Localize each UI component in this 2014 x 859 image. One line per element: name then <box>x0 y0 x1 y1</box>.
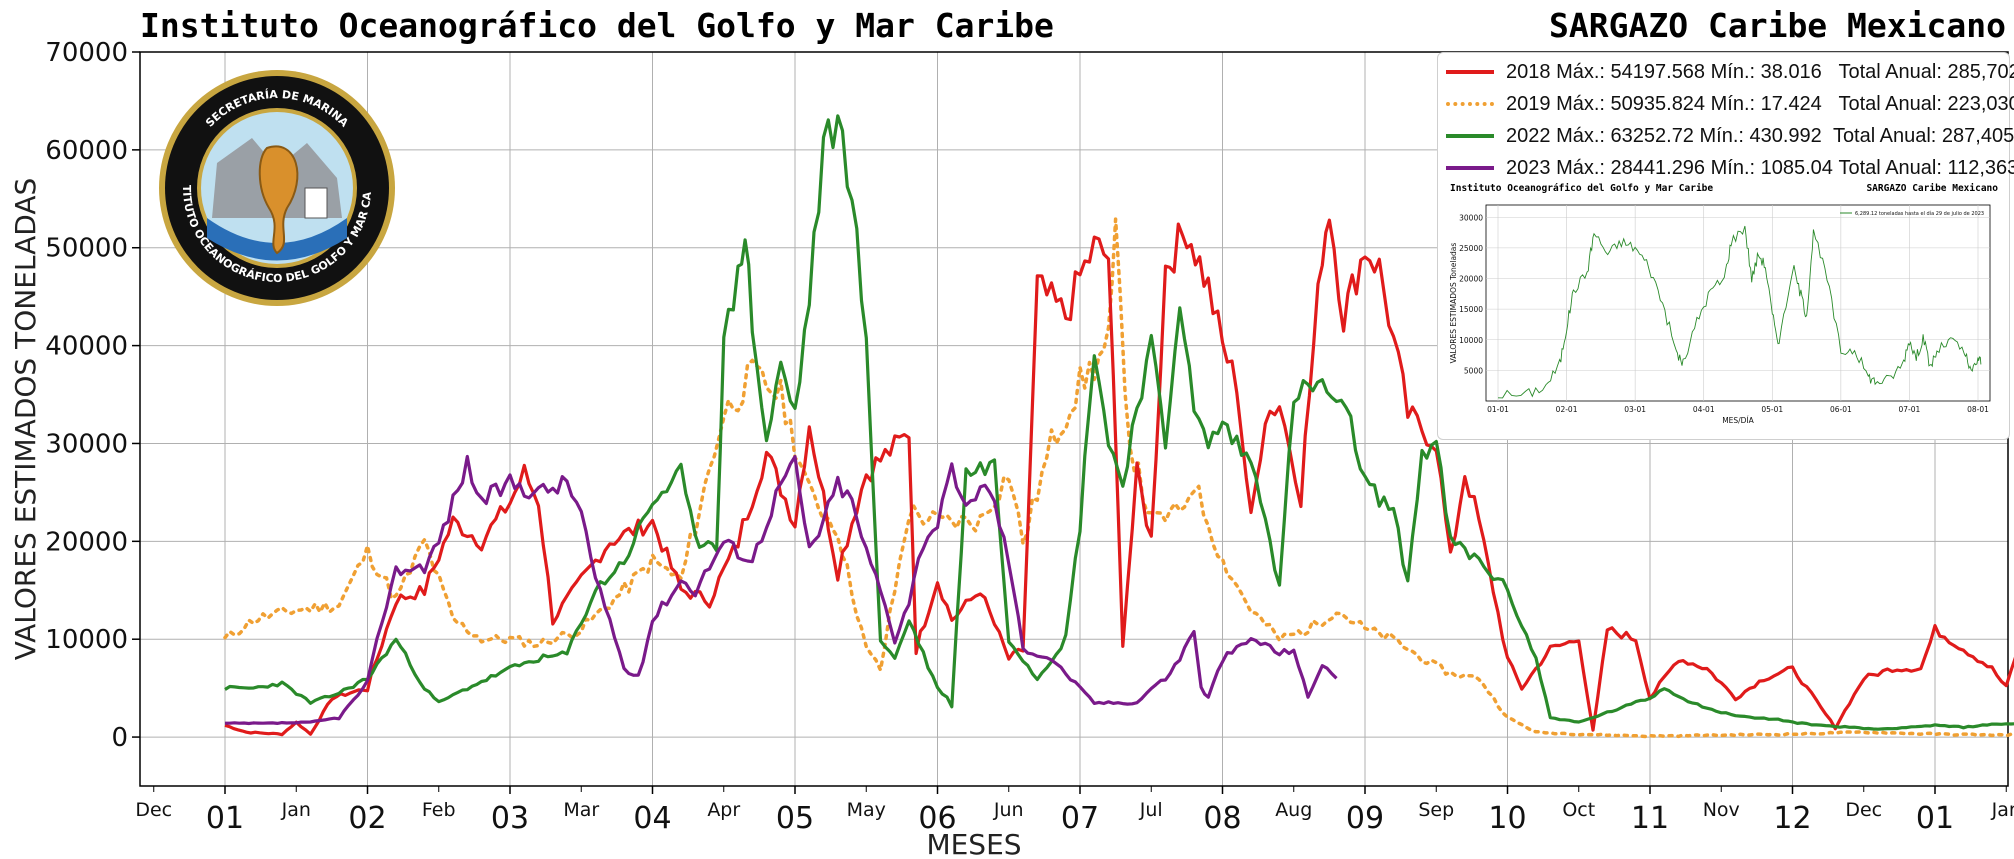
y-tick-label: 20000 <box>45 527 128 557</box>
series-2023-line <box>225 454 1338 726</box>
x-tick-label-major: 09 <box>1346 801 1384 836</box>
legend-entry-2018: 2018 Máx.: 54197.568 Mín.: 38.016 Total … <box>1446 57 2014 87</box>
x-tick-label-minor: Dec <box>135 799 172 821</box>
x-tick-label-major: 01 <box>206 801 244 836</box>
y-tick-label: 70000 <box>45 38 128 68</box>
x-tick-label-minor: Oct <box>1562 799 1595 821</box>
legend-swatch-2023 <box>1446 166 1494 170</box>
x-axis-label: MESES <box>926 828 1021 859</box>
legend-year: 2023 <box>1506 156 1551 179</box>
x-tick-label-minor: Jan <box>1991 799 2014 821</box>
series-2018-line <box>224 218 2014 737</box>
legend-min: Mín.: 430.992 <box>1699 124 1822 147</box>
inset-y-tick-label: 20000 <box>1459 275 1483 284</box>
inset-chart: Instituto Oceanográfico del Golfo y Mar … <box>1444 183 2004 433</box>
x-tick-label-major: 05 <box>776 801 814 836</box>
legend-max: Máx.: 28441.296 <box>1556 156 1706 179</box>
x-tick-label-minor: Mar <box>563 799 599 821</box>
x-tick-label-major: 06 <box>918 801 956 836</box>
inset-y-tick-label: 10000 <box>1459 336 1483 345</box>
inset-y-tick-label: 5000 <box>1464 366 1483 375</box>
semar-logo: SECRETARÍA DE MARINA INSTITUTO OCEANOGRÁ… <box>157 68 395 306</box>
series-2018-path <box>224 218 2014 737</box>
x-tick-label-major: 08 <box>1203 801 1241 836</box>
x-tick-label-major: 03 <box>491 801 529 836</box>
legend-year: 2019 <box>1506 92 1551 115</box>
series-2019-path <box>223 217 2014 739</box>
series-2022-path <box>224 114 2014 731</box>
y-tick-label: 60000 <box>45 136 128 166</box>
x-tick-label-minor: Sep <box>1418 799 1454 821</box>
x-tick-label-minor: Jun <box>993 799 1024 821</box>
inset-x-tick-label: 01-01 <box>1487 405 1509 414</box>
x-tick-label-minor: Dec <box>1845 799 1882 821</box>
inset-plot: 5000 10000 15000 20000 25000 30000 01-01 02-01 0… <box>1449 204 1991 425</box>
legend-year: 2018 <box>1506 60 1551 83</box>
x-tick-label-minor: Jan <box>281 799 311 821</box>
inset-y-axis-label: VALORES ESTIMADOS Toneladas <box>1449 243 1458 364</box>
inset-x-tick-label: 06-01 <box>1830 405 1852 414</box>
x-tick-label-minor: May <box>847 799 886 821</box>
x-tick-label-major: 01 <box>1916 801 1954 836</box>
legend-min: Mín.: 1085.04 <box>1710 156 1833 179</box>
inset-x-tick-label: 08-01 <box>1967 405 1989 414</box>
chart-labels: 0 10000 20000 30000 40000 50000 60000 70000 01 02… <box>9 38 2014 859</box>
legend-max: Máx.: 54197.568 <box>1556 60 1706 83</box>
legend-max: Máx.: 63252.72 <box>1556 124 1694 147</box>
legend-total: Total Anual: 287,405 <box>1832 124 2014 147</box>
legend-swatch-2022 <box>1446 134 1494 138</box>
x-tick-label-major: 11 <box>1631 801 1669 836</box>
inset-x-axis-label: MES/DÍA <box>1722 416 1754 425</box>
x-tick-label-minor: Nov <box>1703 799 1740 821</box>
y-tick-label: 40000 <box>45 332 128 362</box>
legend-total: Total Anual: 112,363 <box>1838 156 2014 179</box>
legend-total: Total Anual: 285,702 <box>1838 60 2014 83</box>
inset-x-tick-label: 04-01 <box>1693 405 1715 414</box>
chart-legend: 2018 Máx.: 54197.568 Mín.: 38.016 Total … <box>1437 52 2014 440</box>
legend-entry-2023: 2023 Máx.: 28441.296 Mín.: 1085.04 Total… <box>1446 153 2014 183</box>
inset-y-tick-label: 25000 <box>1459 244 1483 253</box>
legend-min: Mín.: 17.424 <box>1710 92 1822 115</box>
inset-x-tick-label: 02-01 <box>1556 405 1578 414</box>
y-tick-label: 0 <box>111 723 128 753</box>
x-tick-label-minor: Aug <box>1275 799 1312 821</box>
legend-min: Mín.: 38.016 <box>1710 60 1822 83</box>
inset-legend-label: 6,289.12 toneladas hasta el día 29 de ju… <box>1855 210 1984 217</box>
x-tick-label-major: 04 <box>633 801 671 836</box>
inset-x-tick-label: 05-01 <box>1761 405 1783 414</box>
legend-swatch-2018 <box>1446 70 1494 74</box>
inset-title-left: Instituto Oceanográfico del Golfo y Mar … <box>1450 183 1714 194</box>
legend-max: Máx.: 50935.824 <box>1556 92 1706 115</box>
x-tick-label-minor: Jul <box>1139 799 1163 821</box>
series-2023-path <box>225 454 1338 726</box>
x-tick-label-major: 02 <box>348 801 386 836</box>
x-tick-label-major: 07 <box>1061 801 1099 836</box>
legend-swatch-2019 <box>1446 102 1494 106</box>
series-2019-line <box>223 217 2014 739</box>
inset-x-tick-label: 07-01 <box>1899 405 1921 414</box>
x-tick-label-major: 12 <box>1773 801 1811 836</box>
inset-x-tick-label: 03-01 <box>1624 405 1646 414</box>
x-tick-label-minor: Apr <box>707 799 740 821</box>
legend-entry-2019: 2019 Máx.: 50935.824 Mín.: 17.424 Total … <box>1446 89 2014 119</box>
inset-y-tick-label: 15000 <box>1459 305 1483 314</box>
series-2022-line <box>224 114 2014 731</box>
y-axis-label: VALORES ESTIMADOS TONELADAS <box>9 178 42 661</box>
inset-frame <box>1485 204 1991 402</box>
x-tick-label-major: 10 <box>1488 801 1526 836</box>
legend-entry-2022: 2022 Máx.: 63252.72 Mín.: 430.992 Total … <box>1446 121 2014 151</box>
y-tick-label: 50000 <box>45 234 128 264</box>
y-tick-label: 30000 <box>45 429 128 459</box>
legend-total: Total Anual: 223,030 <box>1838 92 2014 115</box>
legend-year: 2022 <box>1506 124 1551 147</box>
y-tick-label: 10000 <box>45 625 128 655</box>
header-title-right: SARGAZO Caribe Mexicano <box>1549 6 2006 45</box>
x-tick-label-minor: Feb <box>422 799 456 821</box>
header-title-left: Instituto Oceanográfico del Golfo y Mar … <box>140 6 1054 45</box>
inset-series-line <box>1497 225 1982 399</box>
inset-y-tick-label: 30000 <box>1459 213 1483 222</box>
inset-title-right: SARGAZO Caribe Mexicano <box>1866 183 1998 194</box>
